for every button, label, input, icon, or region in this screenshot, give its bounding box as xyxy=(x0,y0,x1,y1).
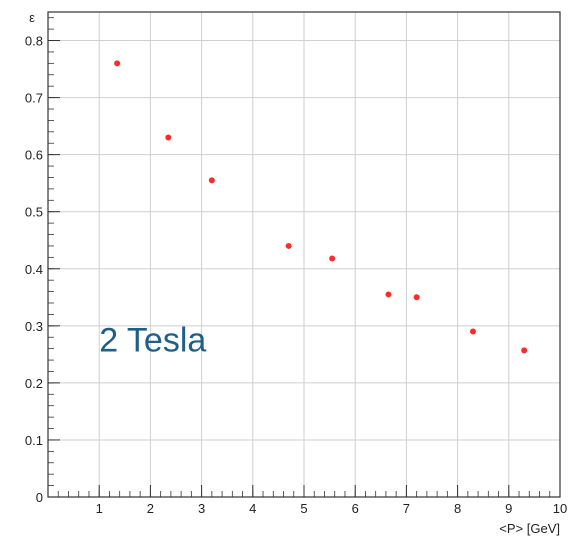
y-tick-label: 0.7 xyxy=(25,91,43,106)
x-tick-label: 6 xyxy=(352,501,359,516)
y-tick-label: 0.3 xyxy=(25,319,43,334)
y-tick-label: 0.8 xyxy=(25,34,43,49)
data-point xyxy=(114,60,121,67)
data-point xyxy=(413,294,420,301)
axis-ticks xyxy=(47,17,561,498)
grid xyxy=(48,12,560,497)
y-axis-title: ε xyxy=(29,10,35,25)
data-point xyxy=(285,242,292,249)
x-tick-label: 7 xyxy=(403,501,410,516)
tick-labels: 1 2 3 4 5 6 7 8 9 10 0 0.1 0.2 0.3 0.4 0.5 0.6 0.7 0.8 xyxy=(25,34,567,516)
x-tick-label: 9 xyxy=(505,501,512,516)
data-point xyxy=(469,328,476,335)
data-point xyxy=(165,134,172,141)
x-tick-label: 1 xyxy=(96,501,103,516)
x-tick-label: 5 xyxy=(300,501,307,516)
data-point xyxy=(329,255,336,262)
x-tick-label: 2 xyxy=(147,501,154,516)
data-point xyxy=(521,347,528,354)
data-points xyxy=(114,60,528,354)
y-tick-label: 0.5 xyxy=(25,205,43,220)
data-point xyxy=(385,291,392,298)
data-point xyxy=(208,177,215,184)
y-tick-label: 0.2 xyxy=(25,376,43,391)
x-tick-label: 3 xyxy=(198,501,205,516)
y-tick-label: 0.1 xyxy=(25,433,43,448)
x-tick-label: 8 xyxy=(454,501,461,516)
y-tick-label: 0.4 xyxy=(25,262,43,277)
y-tick-label: 0 xyxy=(36,490,43,505)
x-tick-label: 4 xyxy=(249,501,256,516)
field-strength-annotation: 2 Tesla xyxy=(99,322,206,360)
x-tick-label: 10 xyxy=(553,501,567,516)
x-axis-title: <P> [GeV] xyxy=(499,521,560,536)
y-tick-label: 0.6 xyxy=(25,148,43,163)
